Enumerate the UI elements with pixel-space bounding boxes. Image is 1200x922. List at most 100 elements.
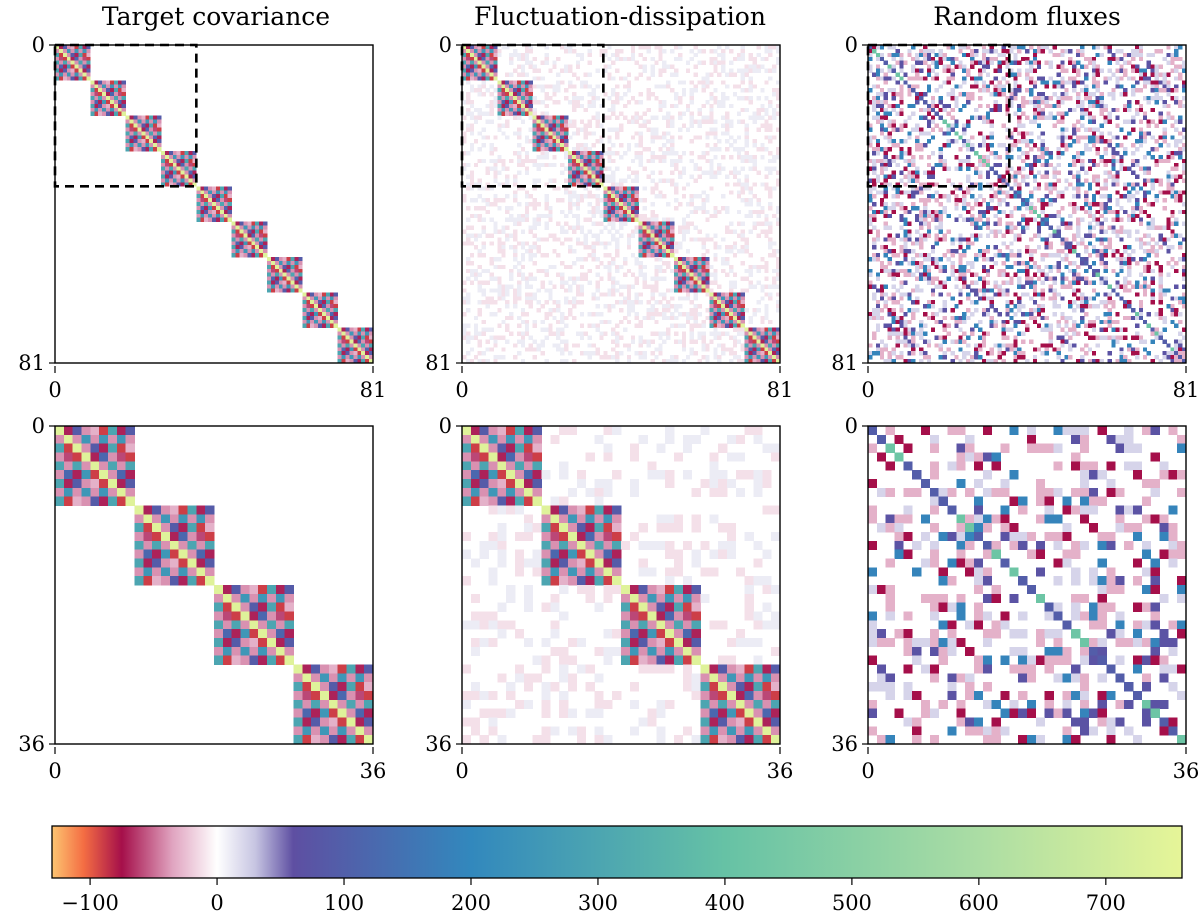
heatmap-cell <box>58 56 64 62</box>
heatmap-cell <box>697 154 702 160</box>
heatmap-cell <box>1142 80 1148 85</box>
heatmap-cell <box>693 84 698 89</box>
heatmap-cell <box>764 331 769 336</box>
heatmap-cell <box>899 92 904 97</box>
heatmap-cell <box>188 158 193 164</box>
heatmap-cell <box>1150 178 1155 183</box>
heatmap-cell <box>528 107 534 113</box>
heatmap-cell <box>102 103 107 109</box>
heatmap-cell <box>1091 119 1097 124</box>
heatmap-cell <box>251 253 256 258</box>
heatmap-cell <box>764 48 769 54</box>
heatmap-cell <box>658 68 663 73</box>
heatmap-cell <box>1028 80 1034 85</box>
heatmap-cell <box>270 288 276 293</box>
heatmap-cell <box>744 331 749 336</box>
heatmap-cell <box>619 56 624 62</box>
heatmap-cell <box>922 170 928 175</box>
heatmap-cell <box>646 300 651 305</box>
heatmap-cell <box>462 311 467 317</box>
heatmap-cell <box>1076 119 1081 124</box>
heatmap-cell <box>1095 162 1101 168</box>
heatmap-cell <box>997 107 1002 113</box>
heatmap-cell <box>736 327 742 332</box>
heatmap-cell <box>1119 162 1124 168</box>
heatmap-cell <box>638 158 643 164</box>
heatmap-cell <box>493 300 498 305</box>
heatmap-cell <box>548 327 553 332</box>
heatmap-cell <box>524 158 530 164</box>
heatmap-cell <box>263 237 268 242</box>
heatmap-cell <box>977 68 983 73</box>
heatmap-cell <box>760 351 765 356</box>
heatmap-cell <box>891 143 896 148</box>
heatmap-cell <box>485 300 490 305</box>
heatmap-cell <box>662 249 667 254</box>
heatmap-cell <box>349 335 354 340</box>
heatmap-cell <box>505 284 510 289</box>
heatmap-cell <box>717 296 722 301</box>
heatmap-cell <box>911 68 916 73</box>
heatmap-cell <box>524 311 530 317</box>
heatmap-cell <box>129 147 134 152</box>
heatmap-cell <box>58 52 64 58</box>
heatmap-cell <box>915 139 920 144</box>
heatmap-cell <box>239 221 244 226</box>
heatmap-cell <box>603 209 608 215</box>
heatmap-cell <box>591 154 596 160</box>
heatmap-cell <box>891 76 896 81</box>
heatmap-cell <box>345 327 350 332</box>
heatmap-cell <box>638 300 643 305</box>
heatmap-cell <box>1158 135 1163 140</box>
heatmap-cell <box>650 237 655 242</box>
heatmap-cell <box>361 347 366 352</box>
heatmap-cell <box>670 249 675 254</box>
heatmap-cell <box>966 143 971 148</box>
heatmap-cell <box>1095 68 1101 73</box>
heatmap-cell <box>579 52 585 58</box>
heatmap-cell <box>654 60 659 66</box>
heatmap-cell <box>560 162 565 168</box>
heatmap-cell <box>732 323 738 329</box>
heatmap-cell <box>1138 52 1144 58</box>
heatmap-cell <box>760 327 765 332</box>
heatmap-cell <box>1048 162 1053 168</box>
heatmap-cell <box>725 139 730 144</box>
heatmap-cell <box>243 253 248 258</box>
heatmap-cell <box>630 308 636 313</box>
heatmap-cell <box>611 99 616 105</box>
heatmap-cell <box>919 96 924 101</box>
heatmap-cell <box>728 315 734 321</box>
heatmap-cell <box>1064 48 1069 54</box>
heatmap-cell <box>772 268 777 274</box>
heatmap-cell <box>603 48 608 54</box>
heatmap-cell <box>200 190 205 195</box>
heatmap-cell <box>934 103 940 109</box>
heatmap-cell <box>685 280 691 285</box>
heatmap-cell <box>1174 162 1179 168</box>
heatmap-cell <box>1170 68 1175 73</box>
heatmap-cell <box>532 319 537 325</box>
heatmap-cell <box>1013 45 1018 50</box>
heatmap-cell <box>764 111 769 117</box>
heatmap-cell <box>1142 135 1148 140</box>
heatmap-cell <box>705 260 710 266</box>
heatmap-cell <box>587 229 592 234</box>
heatmap-cell <box>701 84 706 89</box>
heatmap-cell <box>626 300 632 305</box>
heatmap-cell <box>501 162 506 168</box>
heatmap-cell <box>595 280 600 285</box>
heatmap-cell <box>329 304 335 309</box>
heatmap-cell <box>591 311 596 317</box>
heatmap-cell <box>626 166 632 172</box>
heatmap-cell <box>1068 182 1073 187</box>
heatmap-cell <box>98 80 103 85</box>
heatmap-cell <box>493 359 498 364</box>
heatmap-cell <box>1028 76 1034 81</box>
heatmap-cell <box>361 359 366 364</box>
heatmap-cell <box>721 343 726 348</box>
heatmap-cell <box>540 115 545 120</box>
heatmap-cell <box>871 103 877 109</box>
heatmap-cell <box>899 127 904 132</box>
heatmap-cell <box>587 323 592 329</box>
